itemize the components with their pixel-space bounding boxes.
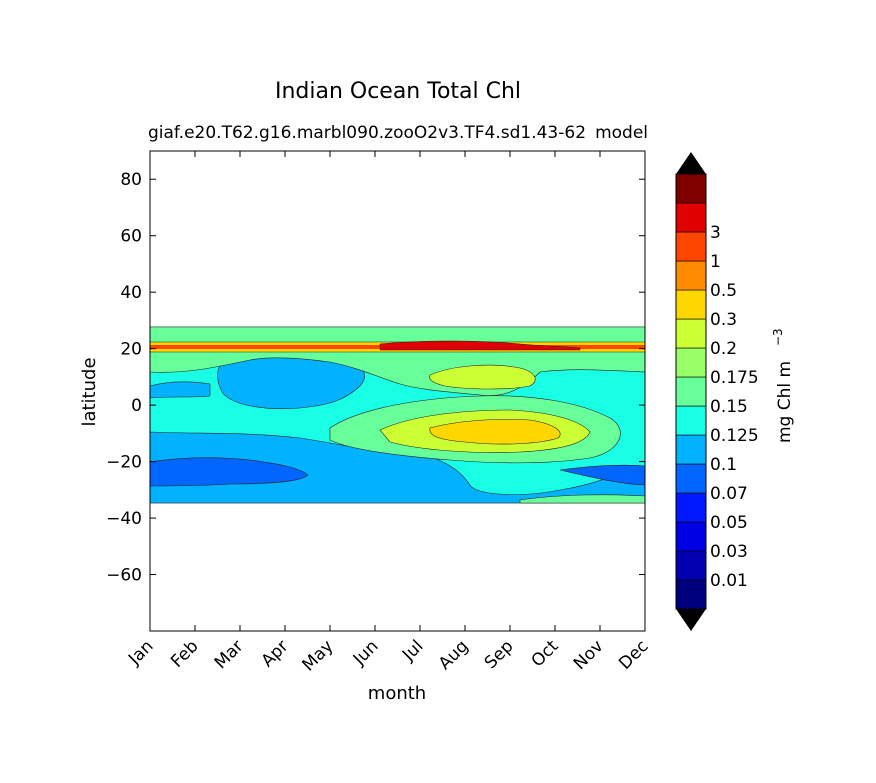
colorbar-bin: [675, 347, 707, 378]
colorbar-tick-label: 0.125: [710, 426, 759, 446]
colorbar-bin: [675, 318, 707, 349]
colorbar-label-superscript: −3: [771, 328, 785, 346]
x-tick-label: Dec: [615, 636, 652, 673]
plot-frame: [149, 150, 646, 632]
colorbar-bin: [675, 521, 707, 552]
y-tick-label: 20: [120, 340, 142, 360]
colorbar-bin: [675, 579, 707, 610]
y-tick-label: −40: [106, 509, 142, 529]
colorbar-bin: [675, 260, 707, 291]
y-tick-label: 40: [120, 283, 142, 303]
colorbar-tick-label: 0.2: [710, 339, 737, 359]
colorbar-tick-label: 0.5: [710, 281, 737, 301]
colorbar-tick-label: 0.15: [710, 397, 748, 417]
y-tick-label: 0: [131, 396, 142, 416]
chart-title: Indian Ocean Total Chl: [275, 79, 521, 104]
region-south-low: [150, 431, 645, 504]
colorbar-label: mg Chl m −3: [771, 328, 795, 443]
x-tick-label: Oct: [528, 636, 563, 671]
y-tick-label: 80: [120, 170, 142, 190]
colorbar-label-text: mg Chl m: [775, 361, 795, 443]
colorbar: 0.01 0.03 0.05 0.07 0.1 0.125 0.15 0.175 0.2 0.3 0…: [675, 152, 759, 631]
colorbar-bin: [675, 202, 707, 233]
region-north-yellow: [429, 364, 536, 390]
x-tick-label: Aug: [435, 636, 473, 674]
y-axis-label: latitude: [79, 357, 100, 426]
colorbar-tick-label: 0.1: [710, 455, 737, 475]
region-coastal-max: [379, 340, 581, 351]
x-tick-label: Jan: [124, 636, 157, 669]
x-tick-label: Mar: [211, 636, 248, 673]
x-tick-label: Apr: [258, 636, 293, 671]
region-equator-low: [150, 381, 211, 399]
region-south-min-east: [559, 464, 645, 486]
x-tick-label: May: [299, 636, 338, 675]
y-axis: 80 60 40 20 0 −20 −40 −60: [106, 170, 645, 586]
colorbar-bin: [675, 231, 707, 262]
region-southern-edge: [519, 494, 645, 504]
region-equator-yellow: [429, 418, 561, 445]
colorbar-tick-label: 1: [710, 252, 721, 272]
contour-field: [150, 326, 645, 504]
colorbar-tick-label: 3: [710, 223, 721, 243]
colorbar-bin: [675, 173, 707, 204]
x-tick-label: Nov: [570, 636, 608, 674]
x-axis-label: month: [368, 683, 426, 704]
colorbar-tick-label: 0.3: [710, 310, 737, 330]
colorbar-tick-label: 0.07: [710, 484, 748, 504]
colorbar-bin: [675, 550, 707, 581]
colorbar-tick-label: 0.01: [710, 571, 748, 591]
y-tick-label: 60: [120, 227, 142, 247]
colorbar-bin: [675, 463, 707, 494]
x-tick-label: Jul: [398, 636, 427, 665]
y-tick-label: −60: [106, 566, 142, 586]
x-tick-label: Sep: [481, 636, 518, 673]
colorbar-bin: [675, 405, 707, 436]
chart-subtitle-left: giaf.e20.T62.g16.marbl090.zooO2v3.TF4.sd…: [148, 123, 586, 143]
x-tick-label: Jun: [349, 636, 383, 670]
colorbar-extend-under: [676, 609, 706, 631]
x-tick-label: Feb: [167, 636, 202, 671]
y-tick-label: −20: [106, 453, 142, 473]
colorbar-extend-over: [676, 152, 706, 174]
colorbar-bin: [675, 492, 707, 523]
colorbar-frame: [675, 173, 707, 610]
colorbar-bin: [675, 289, 707, 320]
colorbar-bin: [675, 376, 707, 407]
colorbar-bin: [675, 434, 707, 465]
colorbar-tick-label: 0.175: [710, 368, 759, 388]
colorbar-tick-label: 0.03: [710, 542, 748, 562]
region-south-min: [150, 457, 309, 487]
colorbar-tick-label: 0.05: [710, 513, 748, 533]
chart-subtitle-right: model: [595, 123, 648, 143]
